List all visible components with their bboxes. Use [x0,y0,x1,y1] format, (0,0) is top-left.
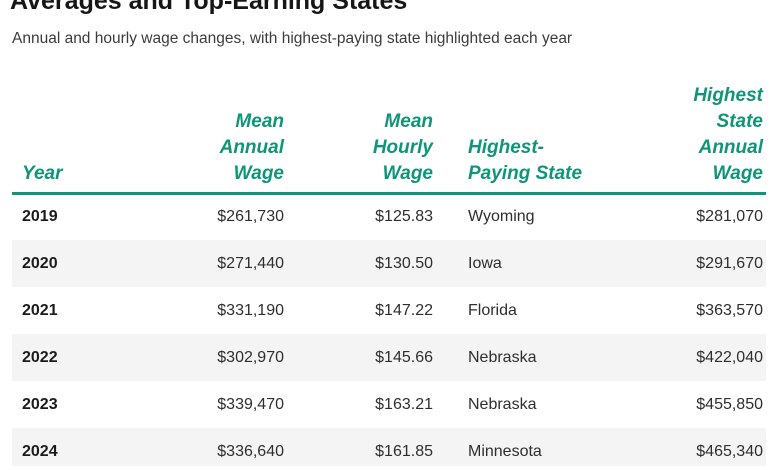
column-header-highest-state-annual-wage: Highest State Annual Wage [618,62,766,195]
table-row: 2021 $331,190 $147.22 Florida $363,570 [12,287,766,334]
highest-paying-state-cell: Iowa [433,240,618,287]
mean-hourly-wage-cell: $147.22 [375,301,433,319]
column-header-year: Year [12,62,122,195]
highest-paying-state-cell: Nebraska [433,334,618,381]
year-cell: 2024 [12,428,122,466]
page-subtitle: Annual and hourly wage changes, with hig… [12,30,573,47]
mean-hourly-wage-cell: $145.66 [284,334,433,381]
highest-state-annual-wage-cell: $281,070 [696,208,763,226]
year-cell: 2021 [22,301,58,319]
wage-table-container: Year Mean Annual Wage Mean Hourly Wage H… [12,62,766,466]
highest-paying-state-cell: Wyoming [468,208,535,226]
column-header-mean-annual-wage: Mean Annual Wage [122,62,284,195]
header-row: Year Mean Annual Wage Mean Hourly Wage H… [12,62,766,195]
year-cell: 2022 [12,334,122,381]
year-cell: 2020 [12,240,122,287]
mean-annual-wage-cell: $336,640 [122,428,284,466]
column-header-highest-paying-state: Highest- Paying State [433,62,618,195]
mean-annual-wage-cell: $261,730 [217,208,284,226]
mean-annual-wage-cell: $302,970 [122,334,284,381]
highest-paying-state-cell: Minnesota [433,428,618,466]
mean-hourly-wage-cell: $163.21 [375,395,433,413]
highest-paying-state-cell: Florida [468,301,517,319]
year-cell: 2023 [22,395,58,413]
mean-annual-wage-cell: $271,440 [122,240,284,287]
highest-state-annual-wage-cell: $465,340 [618,428,766,466]
table-row: 2019 $261,730 $125.83 Wyoming $281,070 [12,193,766,240]
table-row: 2024 $336,640 $161.85 Minnesota $465,340 [12,428,766,466]
mean-hourly-wage-cell: $130.50 [284,240,433,287]
page-title: Averages and Top-Earning States [10,0,408,15]
table-row: 2022 $302,970 $145.66 Nebraska $422,040 [12,334,766,381]
mean-annual-wage-cell: $339,470 [217,395,284,413]
highest-state-annual-wage-cell: $291,670 [618,240,766,287]
table-row: 2023 $339,470 $163.21 Nebraska $455,850 [12,381,766,428]
year-cell: 2019 [22,208,58,226]
highest-paying-state-cell: Nebraska [468,395,537,413]
highest-state-annual-wage-cell: $422,040 [618,334,766,381]
mean-annual-wage-cell: $331,190 [217,301,284,319]
mean-hourly-wage-cell: $125.83 [375,208,433,226]
table-row: 2020 $271,440 $130.50 Iowa $291,670 [12,240,766,287]
highest-state-annual-wage-cell: $363,570 [696,301,763,319]
mean-hourly-wage-cell: $161.85 [284,428,433,466]
column-header-mean-hourly-wage: Mean Hourly Wage [284,62,433,195]
wage-table: Year Mean Annual Wage Mean Hourly Wage H… [12,62,766,466]
highest-state-annual-wage-cell: $455,850 [696,395,763,413]
